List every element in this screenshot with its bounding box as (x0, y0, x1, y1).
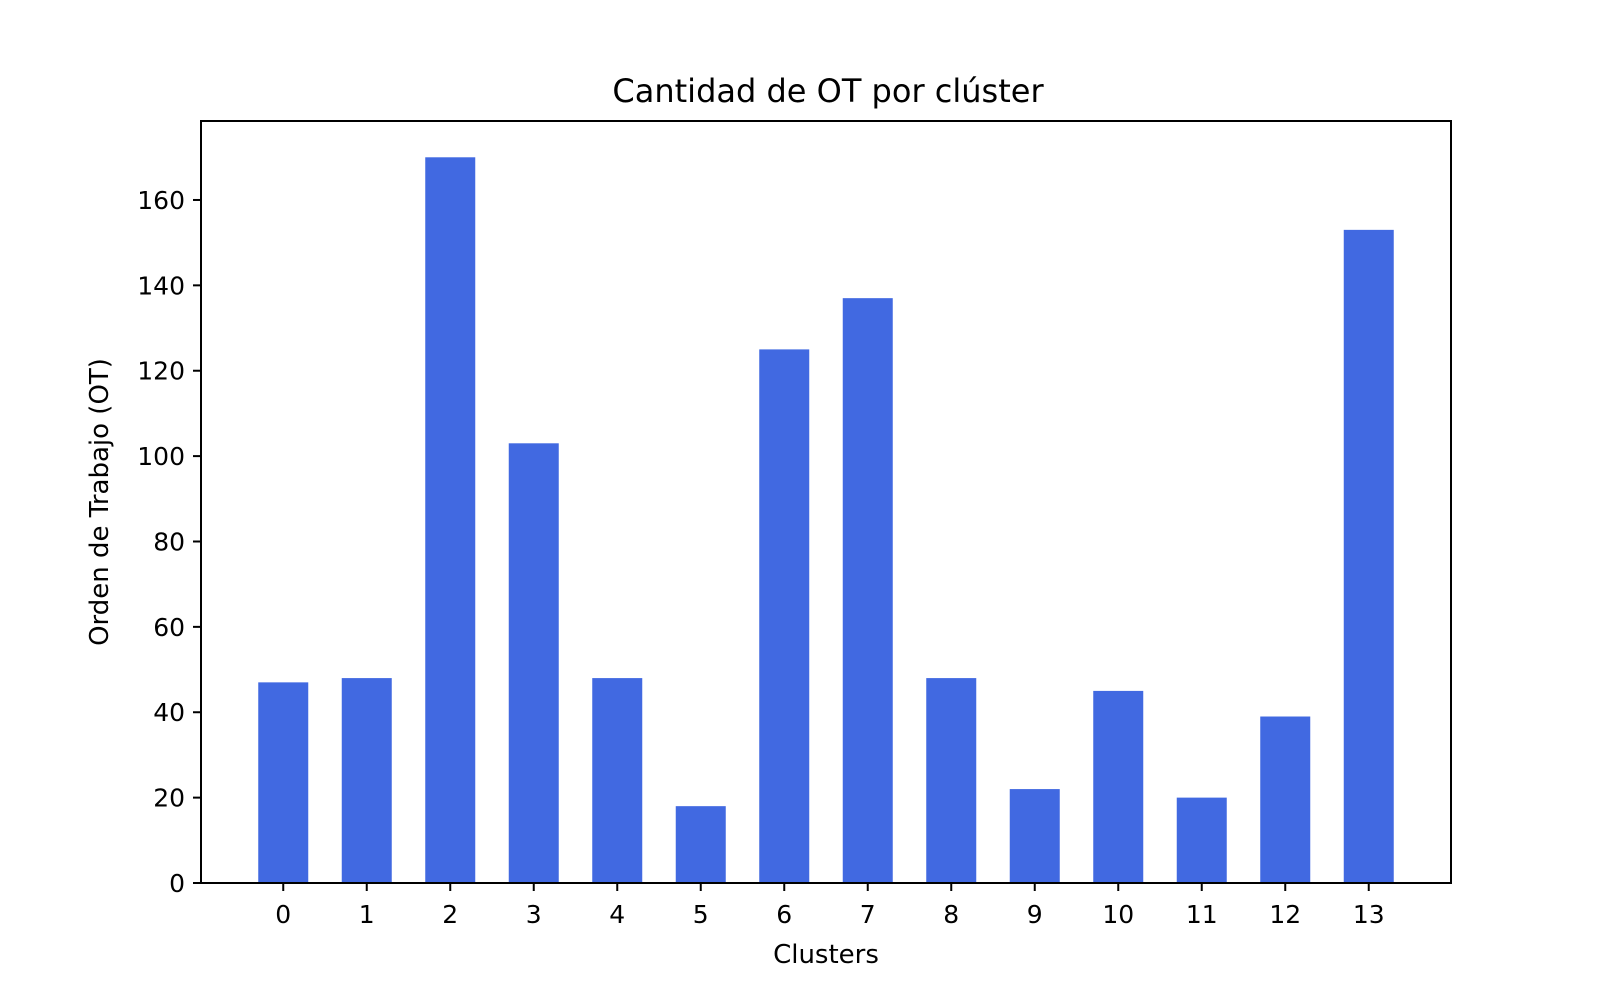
y-tick-label: 0 (169, 869, 185, 898)
bar-cluster-11 (1176, 797, 1227, 883)
y-axis-label: Orden de Trabajo (OT) (85, 358, 115, 646)
bar-cluster-7 (842, 298, 893, 883)
x-tick-label: 13 (1353, 900, 1385, 929)
bar-cluster-3 (508, 443, 559, 883)
bar-cluster-9 (1009, 789, 1060, 883)
x-axis-label: Clusters (773, 940, 879, 970)
y-tick-label: 80 (153, 527, 185, 556)
x-tick-label: 11 (1186, 900, 1218, 929)
bar-cluster-13 (1343, 229, 1394, 884)
y-tick-label: 60 (153, 613, 185, 642)
x-tick-label: 3 (526, 900, 542, 929)
bar-cluster-0 (258, 682, 309, 883)
bar-cluster-12 (1260, 716, 1311, 883)
y-tick-label: 40 (153, 698, 185, 727)
bars-group (258, 157, 1394, 884)
y-tick-label: 120 (137, 357, 185, 386)
plot-area-frame (200, 120, 1452, 884)
x-tick-label: 8 (943, 900, 959, 929)
x-tick-label: 5 (693, 900, 709, 929)
bar-cluster-5 (675, 806, 726, 883)
y-tick-label: 140 (137, 271, 185, 300)
y-tick-label: 20 (153, 784, 185, 813)
bar-cluster-6 (759, 349, 810, 883)
x-tick-label: 10 (1102, 900, 1134, 929)
y-tick-label: 160 (137, 186, 185, 215)
x-tick-label: 1 (359, 900, 375, 929)
bar-cluster-10 (1093, 690, 1144, 883)
y-axis: 0 20 40 60 80 100 120 140 160 (137, 186, 201, 898)
x-tick-label: 12 (1269, 900, 1301, 929)
x-tick-label: 9 (1027, 900, 1043, 929)
x-tick-label: 6 (776, 900, 792, 929)
x-axis: 0 1 2 3 4 5 6 7 8 9 10 11 12 13 (275, 883, 1385, 929)
bar-cluster-1 (341, 678, 392, 883)
bar-cluster-4 (592, 678, 643, 883)
x-tick-label: 4 (609, 900, 625, 929)
chart-title: Cantidad de OT por clúster (612, 72, 1044, 110)
bar-cluster-8 (926, 678, 977, 883)
x-tick-label: 7 (860, 900, 876, 929)
bar-cluster-2 (425, 157, 476, 884)
x-tick-label: 0 (275, 900, 291, 929)
y-tick-label: 100 (137, 442, 185, 471)
x-tick-label: 2 (442, 900, 458, 929)
